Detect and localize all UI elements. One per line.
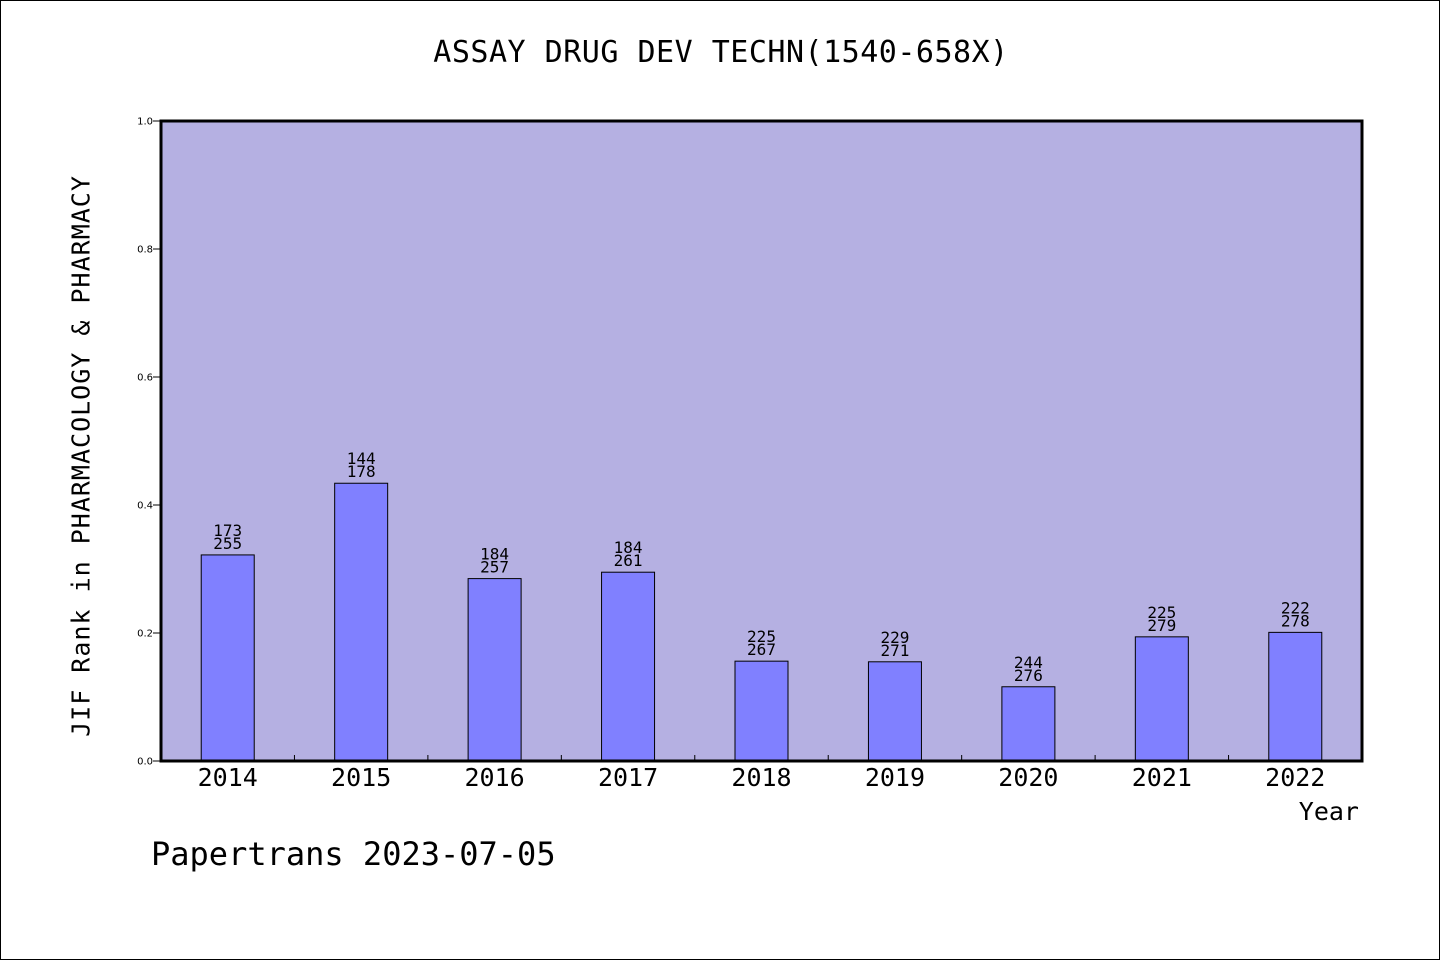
y-tick-label: 0.4 <box>137 501 153 512</box>
bar-2021 <box>1134 636 1189 762</box>
x-tick-label: 2019 <box>865 763 925 792</box>
x-tick-label: 2020 <box>998 763 1058 792</box>
bar-total-label: 261 <box>614 551 643 570</box>
y-tick-label: 0.8 <box>137 245 153 256</box>
y-tick-label: 0.6 <box>137 373 153 384</box>
x-tick-label: 2014 <box>198 763 258 792</box>
y-tick-label: 0.2 <box>137 629 153 640</box>
bar-2022 <box>1268 631 1323 762</box>
bar-2014 <box>200 554 255 762</box>
x-tick-label: 2016 <box>465 763 525 792</box>
bar-rank-label: 144 <box>347 449 376 468</box>
chart-title: ASSAY DRUG DEV TECHN(1540-658X) <box>433 35 1009 70</box>
x-tick-label: 2018 <box>731 763 791 792</box>
bar-rank-label: 229 <box>880 628 909 647</box>
bar-total-label: 267 <box>747 640 776 659</box>
bar-total-label: 257 <box>480 558 509 577</box>
bar-rank-label: 225 <box>747 627 776 646</box>
bar-2019 <box>867 661 922 762</box>
x-tick-label: 2015 <box>331 763 391 792</box>
bar-2020 <box>1001 686 1056 762</box>
bar-total-label: 278 <box>1281 611 1310 630</box>
bar-total-label: 255 <box>213 534 242 553</box>
x-axis-label: Year <box>1298 797 1359 826</box>
bar-rank-label: 225 <box>1147 603 1176 622</box>
plot-frame <box>159 119 1364 763</box>
bar-rank-label: 173 <box>213 521 242 540</box>
bar-total-label: 279 <box>1147 616 1176 635</box>
bar-total-label: 276 <box>1014 666 1043 685</box>
x-tick-label: 2022 <box>1265 763 1325 792</box>
bar-2017 <box>601 571 656 762</box>
bar-rank-label: 184 <box>480 545 509 564</box>
x-tick-label: 2021 <box>1132 763 1192 792</box>
bar-total-label: 178 <box>347 462 376 481</box>
bar-2016 <box>467 578 522 762</box>
bar-total-label: 271 <box>880 641 909 660</box>
x-tick-label: 2017 <box>598 763 658 792</box>
footer-note: Papertrans 2023-07-05 <box>151 835 556 873</box>
y-tick-label: 0.0 <box>137 757 153 768</box>
bar-rank-label: 184 <box>614 538 643 557</box>
y-tick-label: 1.0 <box>137 117 153 128</box>
bar-rank-label: 222 <box>1281 598 1310 617</box>
bar-2015 <box>334 482 389 762</box>
bar-rank-label: 244 <box>1014 653 1043 672</box>
bar-2018 <box>734 660 789 762</box>
